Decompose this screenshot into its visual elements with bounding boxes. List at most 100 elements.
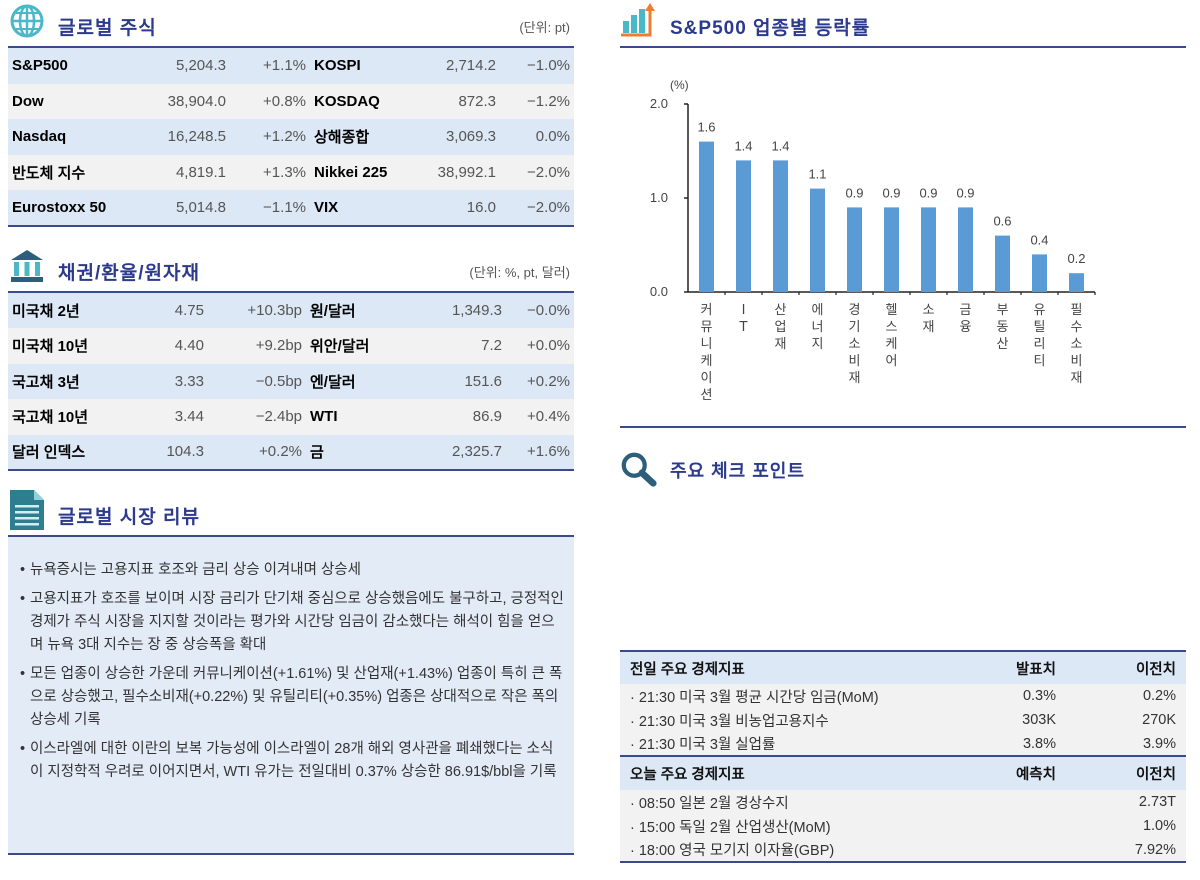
x-category-label: 지 — [812, 337, 824, 352]
index-value: 5,204.3 — [148, 48, 230, 84]
right-column: S&P500 업종별 등락률 (%) 0.0 1.0 2.0 1.6 커 뮤 니 케 이 션 1.4 I… — [620, 0, 1186, 863]
table-row: Nasdaq 16,248.5 +1.2% 상해종합 3,069.3 0.0% — [8, 119, 574, 155]
table-row: 반도체 지수 4,819.1 +1.3% Nikkei 225 38,992.1… — [8, 154, 574, 190]
asset-value: 4.40 — [148, 328, 208, 364]
indicator-forecast — [976, 838, 1066, 862]
bar-value-label: 0.9 — [845, 185, 863, 200]
today-header-forecast: 예측치 — [976, 757, 1066, 790]
asset-change: −2.4bp — [208, 399, 306, 435]
x-category-label: 헬 — [886, 303, 898, 318]
index-name: 반도체 지수 — [8, 154, 148, 190]
x-category-label: 틸 — [1034, 320, 1046, 335]
index-value: 872.3 — [420, 83, 500, 119]
economic-indicators: 전일 주요 경제지표 발표치 이전치 · 21:30 미국 3월 평균 시간당 … — [620, 650, 1186, 863]
asset-change: +10.3bp — [208, 292, 306, 328]
bar — [773, 160, 788, 292]
asset-value: 151.6 — [426, 363, 506, 399]
x-category-label: 동 — [997, 320, 1009, 335]
asset-value: 3.33 — [148, 363, 208, 399]
global-stocks-title: 글로벌 주식 — [58, 18, 157, 39]
x-category-label: 티 — [1034, 354, 1046, 369]
index-name: Nasdaq — [8, 119, 148, 155]
index-change: −1.1% — [230, 190, 310, 226]
bar-value-label: 1.6 — [697, 120, 715, 135]
asset-name: 엔/달러 — [306, 363, 426, 399]
indicator-previous: 2.73T — [1066, 790, 1186, 814]
index-change: +1.3% — [230, 154, 310, 190]
bonds-fx-unit: (단위: %, pt, 달러) — [469, 264, 570, 280]
bar — [736, 160, 751, 292]
x-category-label: 부 — [997, 303, 1009, 318]
indicator-label: · 18:00 영국 모기지 이자율(GBP) — [620, 838, 976, 862]
sector-bar-chart: (%) 0.0 1.0 2.0 1.6 커 뮤 니 케 이 션 1.4 I T 1.4 산 업 재 1.1 에 너 지 0.… — [620, 48, 1186, 428]
bonds-fx-table: 미국채 2년 4.75 +10.3bp 원/달러 1,349.3 −0.0% 미… — [8, 292, 574, 471]
x-category-label: 기 — [849, 320, 861, 335]
index-change: −2.0% — [500, 154, 574, 190]
indicator-label: · 21:30 미국 3월 평균 시간당 임금(MoM) — [620, 684, 976, 708]
asset-value: 104.3 — [148, 434, 208, 470]
table-row: · 18:00 영국 모기지 이자율(GBP) 7.92% — [620, 838, 1186, 862]
bar — [847, 207, 862, 292]
asset-name: 위안/달러 — [306, 328, 426, 364]
review-bullet: 뉴욕증시는 고용지표 호조와 금리 상승 이겨내며 상승세 — [20, 559, 564, 582]
x-category-label: 이 — [701, 371, 713, 386]
asset-value: 2,325.7 — [426, 434, 506, 470]
y-tick-label: 1.0 — [650, 190, 668, 205]
asset-name: 달러 인덱스 — [8, 434, 148, 470]
asset-name: 미국채 10년 — [8, 328, 148, 364]
x-category-label: 재 — [1071, 371, 1083, 386]
asset-change: +1.6% — [506, 434, 574, 470]
index-value: 38,992.1 — [420, 154, 500, 190]
table-row: S&P500 5,204.3 +1.1% KOSPI 2,714.2 −1.0% — [8, 48, 574, 84]
bar-value-label: 0.6 — [993, 214, 1011, 229]
asset-value: 86.9 — [426, 399, 506, 435]
magnifier-icon — [620, 451, 658, 489]
prev-header-previous: 이전치 — [1066, 651, 1186, 684]
index-value: 3,069.3 — [420, 119, 500, 155]
x-category-label: 수 — [1071, 320, 1083, 335]
table-row: · 15:00 독일 2월 산업생산(MoM) 1.0% — [620, 814, 1186, 838]
checkpoint-header: 주요 체크 포인트 — [620, 448, 1186, 492]
document-icon — [8, 490, 46, 530]
x-category-label: 경 — [849, 303, 861, 318]
index-name: 상해종합 — [310, 119, 420, 155]
y-tick-label: 2.0 — [650, 96, 668, 111]
x-category-label: 재 — [923, 320, 935, 335]
indicator-forecast — [976, 814, 1066, 838]
table-header-row: 오늘 주요 경제지표 예측치 이전치 — [620, 757, 1186, 790]
global-stocks-header: 글로벌 주식 (단위: pt) — [8, 0, 574, 48]
bar-value-label: 1.4 — [771, 138, 789, 153]
indicator-actual: 3.8% — [976, 732, 1066, 756]
x-category-label: 니 — [701, 337, 713, 352]
asset-change: +0.2% — [506, 363, 574, 399]
asset-change: +0.0% — [506, 328, 574, 364]
asset-value: 7.2 — [426, 328, 506, 364]
asset-name: 국고채 10년 — [8, 399, 148, 435]
bar-value-label: 0.2 — [1067, 251, 1085, 266]
bar — [699, 141, 714, 292]
bar-chart-svg: (%)0.01.02.01.6커뮤니케이션1.4IT1.4산업재1.1에너지0.… — [650, 78, 1096, 403]
index-value: 4,819.1 — [148, 154, 230, 190]
today-header-label: 오늘 주요 경제지표 — [620, 757, 976, 790]
asset-name: WTI — [306, 399, 426, 435]
index-change: 0.0% — [500, 119, 574, 155]
indicator-actual: 303K — [976, 708, 1066, 732]
checkpoint-title: 주요 체크 포인트 — [670, 461, 805, 481]
index-name: Dow — [8, 83, 148, 119]
bar-value-label: 1.4 — [734, 138, 752, 153]
index-value: 5,014.8 — [148, 190, 230, 226]
x-category-label: I — [742, 303, 746, 318]
global-stocks-table: S&P500 5,204.3 +1.1% KOSPI 2,714.2 −1.0%… — [8, 48, 574, 227]
table-row: Eurostoxx 50 5,014.8 −1.1% VIX 16.0 −2.0… — [8, 190, 574, 226]
bar-value-label: 1.1 — [808, 167, 826, 182]
indicator-label: · 21:30 미국 3월 실업률 — [620, 732, 976, 756]
index-change: −1.2% — [500, 83, 574, 119]
prev-header-label: 전일 주요 경제지표 — [620, 651, 976, 684]
indicator-label: · 15:00 독일 2월 산업생산(MoM) — [620, 814, 976, 838]
indicator-forecast — [976, 790, 1066, 814]
indicator-previous: 3.9% — [1066, 732, 1186, 756]
bonds-fx-header: 채권/환율/원자재 (단위: %, pt, 달러) — [8, 227, 574, 293]
indicator-previous: 0.2% — [1066, 684, 1186, 708]
x-category-label: T — [739, 320, 748, 335]
bar — [810, 188, 825, 292]
